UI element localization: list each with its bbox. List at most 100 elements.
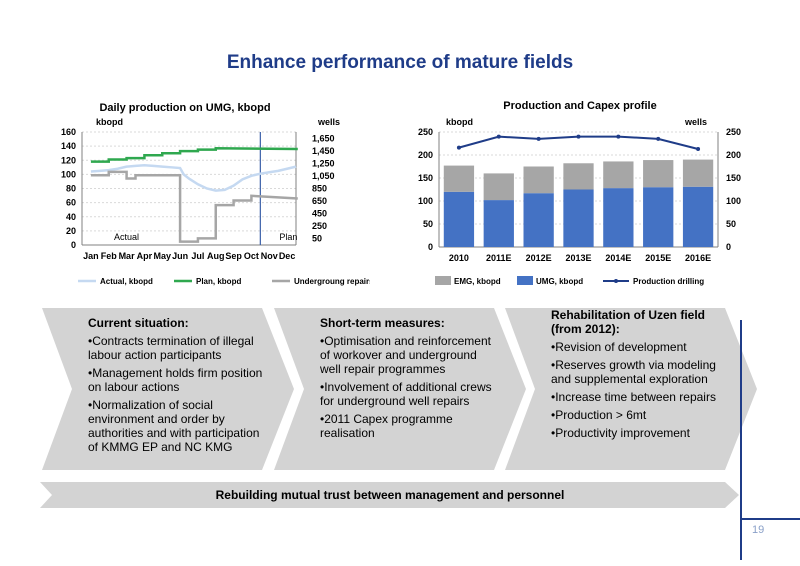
legend-label: UMG, kbopd xyxy=(536,277,583,286)
production-drilling-point xyxy=(696,147,701,152)
y2-tick-label: 650 xyxy=(312,196,327,206)
x-tick-label: 2016E xyxy=(685,253,711,263)
x-tick-label: 2014E xyxy=(605,253,631,263)
banner-arrow xyxy=(40,482,739,508)
y-tick-label: 200 xyxy=(418,150,433,160)
bar-emg xyxy=(563,163,594,190)
y-tick-label: 160 xyxy=(61,127,76,137)
divider-vertical xyxy=(740,320,742,560)
panel-item: •Increase time between repairs xyxy=(551,390,716,404)
daily-production-svg: Daily production on UMG, kbopd kbopd wells… xyxy=(61,102,370,286)
x-tick-label: 2011E xyxy=(486,253,512,263)
production-drilling-point xyxy=(616,134,621,139)
region-label-plan: Plan xyxy=(279,232,297,242)
y2-tick-label: 250 xyxy=(312,221,327,231)
bar-emg xyxy=(523,166,554,194)
bar-umg xyxy=(443,191,475,247)
y2-tick-label: 1,250 xyxy=(312,158,335,168)
y-tick-label: 80 xyxy=(66,184,76,194)
bar-umg xyxy=(523,193,554,247)
x-tick-label: 2010 xyxy=(449,253,469,263)
chart-title: Production and Capex profile xyxy=(503,100,656,112)
y2-tick-label: 250 xyxy=(726,127,741,137)
y2-tick-label: 1,450 xyxy=(312,146,335,156)
legend-swatch xyxy=(435,276,451,285)
y2-tick-label: 100 xyxy=(726,196,741,206)
production-capex-chart: Production and Capex profile kbopd wells 0 5… xyxy=(405,100,755,290)
right-axis-unit: wells xyxy=(684,117,707,127)
x-tick-label: Nov xyxy=(261,251,278,261)
bar-umg xyxy=(682,186,714,247)
panel-item: •Production > 6mt xyxy=(551,408,647,422)
x-tick-label: Jul xyxy=(191,251,204,261)
x-tick-label: Aug xyxy=(207,251,225,261)
production-drilling-point xyxy=(576,134,581,139)
y2-tick-label: 450 xyxy=(312,209,327,219)
y-tick-label: 100 xyxy=(61,169,76,179)
panel-item: •Productivity improvement xyxy=(551,426,690,440)
panel-text: Current situation: •Contracts terminatio… xyxy=(88,316,266,458)
legend-swatch xyxy=(517,276,533,285)
x-tick-label: Feb xyxy=(101,251,118,261)
page-number: 19 xyxy=(752,524,765,536)
y-tick-label: 0 xyxy=(428,242,433,252)
y2-tick-label: 200 xyxy=(726,150,741,160)
x-tick-label: Sep xyxy=(225,251,242,261)
legend-label: Actual, kbopd xyxy=(100,277,153,286)
panel-heading: Short-term measures: xyxy=(320,316,445,330)
x-tick-label: Oct xyxy=(244,251,259,261)
panel-text: Rehabilitation of Uzen field (from 2012)… xyxy=(551,308,729,444)
banner-text: Rebuilding mutual trust between manageme… xyxy=(215,488,565,502)
panel-item: •Reserves growth via modeling and supple… xyxy=(551,358,716,386)
legend-label: Plan, kbopd xyxy=(196,277,241,286)
divider-horizontal xyxy=(742,518,800,520)
left-axis-unit: kbopd xyxy=(446,117,473,127)
production-drilling-point xyxy=(456,145,461,150)
bar-emg xyxy=(443,165,475,192)
y-tick-label: 50 xyxy=(423,219,433,229)
right-axis-unit: wells xyxy=(317,117,340,127)
y2-tick-label: 850 xyxy=(312,184,327,194)
y2-tick-label: 50 xyxy=(726,219,736,229)
y-tick-label: 20 xyxy=(66,226,76,236)
slide-title: Enhance performance of mature fields xyxy=(226,52,574,73)
y-tick-label: 150 xyxy=(418,173,433,183)
series-line-2 xyxy=(90,170,298,243)
y2-tick-label: 50 xyxy=(312,234,322,244)
chevron-shape xyxy=(42,308,294,470)
daily-production-chart: Daily production on UMG, kbopd kbopd wells… xyxy=(50,100,370,290)
production-drilling-point xyxy=(656,136,661,141)
legend-label: EMG, kbopd xyxy=(454,277,501,286)
y-tick-label: 100 xyxy=(418,196,433,206)
bar-emg xyxy=(483,173,514,201)
x-tick-label: Dec xyxy=(279,251,296,261)
series-line-1 xyxy=(90,146,298,163)
y-tick-label: 0 xyxy=(71,240,76,250)
bar-umg xyxy=(483,200,514,247)
y-tick-label: 40 xyxy=(66,212,76,222)
panel-item: •Normalization of social environment and… xyxy=(88,398,260,454)
x-tick-label: Apr xyxy=(137,251,153,261)
panel-text: Short-term measures: •Optimisation and r… xyxy=(320,316,498,444)
panel-item: •2011 Capex programme realisation xyxy=(320,412,453,440)
x-tick-label: Jan xyxy=(83,251,99,261)
production-capex-svg: Production and Capex profile kbopd wells 0 5… xyxy=(418,100,741,286)
panel-item: •Contracts termination of illegal labour… xyxy=(88,334,254,362)
production-drilling-point xyxy=(496,134,501,139)
chevron-shape xyxy=(274,308,526,470)
panel-heading: Current situation: xyxy=(88,316,189,330)
y2-tick-label: 1,650 xyxy=(312,133,335,143)
y-tick-label: 120 xyxy=(61,155,76,165)
legend-label: Production drilling xyxy=(633,277,704,286)
panel-item: •Revision of development xyxy=(551,340,687,354)
y-tick-label: 250 xyxy=(418,127,433,137)
x-tick-label: 2013E xyxy=(565,253,591,263)
bar-umg xyxy=(603,188,634,247)
x-tick-label: 2012E xyxy=(526,253,552,263)
x-tick-label: Jun xyxy=(172,251,188,261)
panel-item: •Management holds firm position on labou… xyxy=(88,366,263,394)
y2-tick-label: 0 xyxy=(726,242,731,252)
panel-item: •Optimisation and reinforcement of worko… xyxy=(320,334,491,376)
panel-heading: Rehabilitation of Uzen field (from 2012)… xyxy=(551,308,706,336)
bar-emg xyxy=(603,161,634,189)
